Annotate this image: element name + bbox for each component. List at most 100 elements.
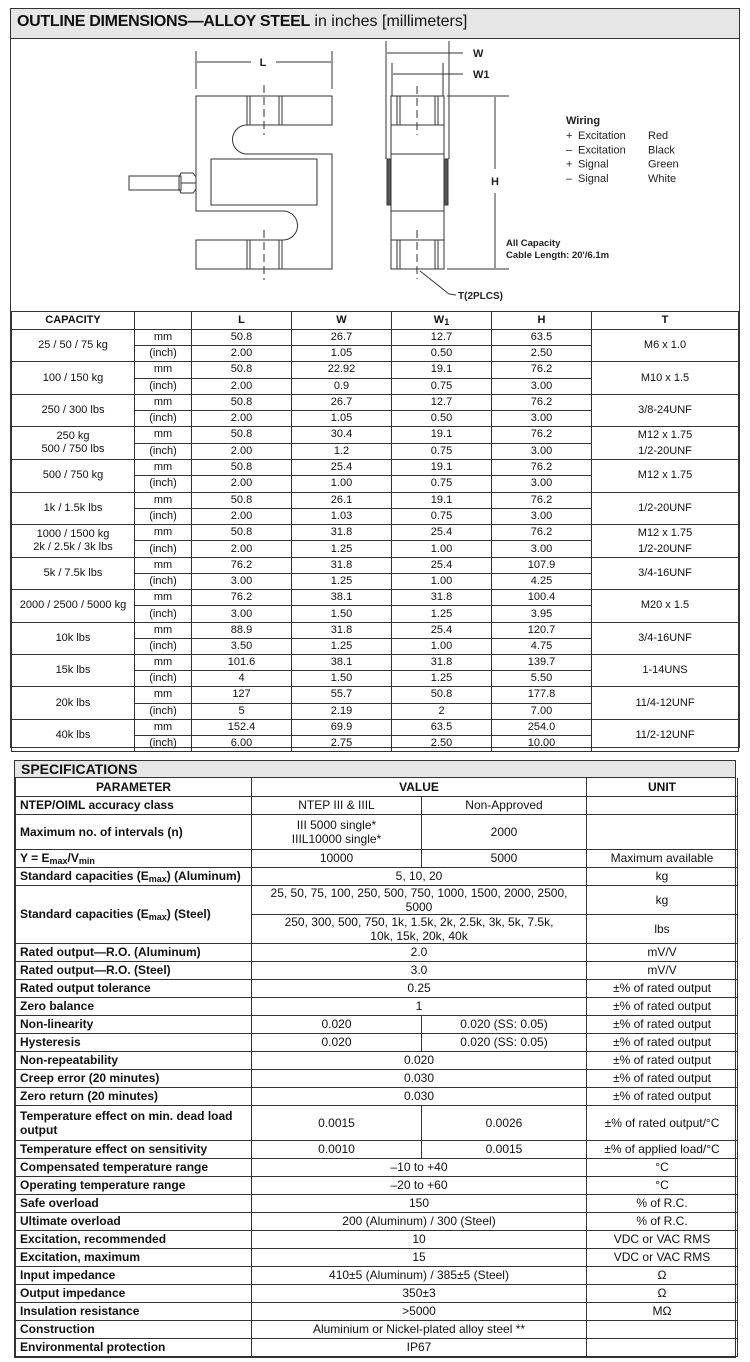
wire-color: White: [648, 173, 676, 185]
param-text: Non-linearity: [20, 1017, 94, 1031]
dimension-value: 0.50: [391, 409, 492, 428]
spec-value: Non-Approved: [421, 795, 587, 815]
dimension-value: 12.7: [391, 393, 492, 411]
dimension-row-inch: (inch) 2.00 1.05 0.50 2.50: [12, 345, 739, 363]
dimension-value: 1.50: [291, 605, 392, 623]
wire-sign: +: [566, 130, 572, 142]
dimension-row-inch: (inch) 2.00 1.25 1.00 3.00: [12, 540, 739, 558]
text-line: 10k, 15k, 20k, 40k: [370, 928, 468, 943]
spec-value: 410±5 (Aluminum) / 385±5 (Steel): [251, 1265, 587, 1285]
spec-row: NTEP/OIML accuracy class NTEP III & IIIL N…: [15, 795, 738, 815]
dimension-value: 30.4: [291, 426, 392, 444]
capacity-cell: 20k lbs: [11, 686, 135, 720]
dimension-L: L: [195, 51, 333, 89]
dimension-value: 31.8: [291, 523, 392, 542]
spec-row: Maximum no. of intervals (n) III 5000 sin…: [15, 813, 738, 850]
text-line: 100 / 150 kg: [42, 371, 104, 384]
header-W1-sub: 1: [444, 317, 450, 327]
spec-unit: °C: [586, 1175, 738, 1195]
text-line: 2k / 2.5k / 3k lbs: [33, 540, 113, 553]
unit-cell: mm: [134, 459, 192, 477]
dimension-value: 101.6: [191, 653, 292, 672]
param-text: Excitation, maximum: [20, 1250, 141, 1264]
spec-unit: % of R.C.: [586, 1193, 738, 1213]
param-text: Temperature effect on min. dead load out…: [20, 1108, 233, 1137]
param-text: Construction: [20, 1322, 95, 1336]
specifications-section: SPECIFICATIONS PARAMETER VALUE UNIT NTEP…: [14, 760, 738, 1358]
dimension-value: 26.7: [291, 393, 392, 411]
dimension-value: 25.4: [391, 556, 492, 575]
spec-unit: [586, 795, 738, 815]
text-line: 500 / 750 lbs: [41, 443, 105, 456]
dimension-W: W: [385, 41, 484, 159]
spec-value: 0.0026: [421, 1104, 587, 1141]
spec-unit: ±% of rated output: [586, 1086, 738, 1106]
dimension-value: 22.92: [291, 361, 392, 379]
spec-row: Rated output tolerance 0.25 ±% of rated ou…: [15, 978, 738, 998]
dimension-value: 3.00: [191, 573, 292, 591]
dimension-value: 76.2: [191, 556, 292, 575]
dimension-value: 76.2: [491, 393, 592, 411]
dimension-value: 1.2: [291, 442, 392, 461]
spec-unit: Ω: [586, 1265, 738, 1285]
param-text: Hysteresis: [20, 1035, 81, 1049]
spec-row: Operating temperature range –20 to +60 °C: [15, 1175, 738, 1195]
dimension-value: 5: [191, 702, 292, 720]
spec-row: Non-repeatability 0.020 ±% of rated output: [15, 1050, 738, 1070]
dimension-value: 0.75: [391, 507, 492, 525]
dimension-value: 50.8: [191, 523, 292, 542]
outline-drawing: L W W1 H: [128, 41, 679, 302]
spec-value: 10: [251, 1229, 587, 1249]
dimension-value: 3.00: [491, 475, 592, 493]
spec-row: Standard capacities (Emax) (Steel) 25, 50…: [15, 884, 738, 944]
text-line: 1000 / 1500 kg: [36, 527, 110, 540]
wiring-title: Wiring: [566, 115, 600, 127]
spec-parameter: Insulation resistance: [15, 1301, 252, 1321]
unit-cell: mm: [134, 718, 192, 736]
spec-parameter: Rated output—R.O. (Aluminum): [15, 942, 252, 962]
dimension-value: 25.4: [391, 523, 492, 542]
dimension-value: 76.2: [491, 523, 592, 542]
thread-cell: M6 x 1.0: [591, 328, 739, 363]
spec-row: Safe overload 150% of R.C.: [15, 1193, 738, 1213]
specifications-title: SPECIFICATIONS: [15, 761, 735, 778]
spec-parameter: Excitation, maximum: [15, 1247, 252, 1267]
unit-cell: (inch): [134, 442, 192, 461]
spec-unit: kg: [586, 884, 738, 915]
header-W1: W1: [391, 311, 492, 330]
spec-parameter: Safe overload: [15, 1193, 252, 1213]
dimension-value: 2.00: [191, 475, 292, 493]
spec-unit: ±% of rated output: [586, 1032, 738, 1052]
unit-cell: mm: [134, 556, 192, 575]
spec-parameter: Zero balance: [15, 996, 252, 1016]
dimension-value: 38.1: [291, 589, 392, 607]
text-line: M10 x 1.5: [640, 371, 690, 384]
capacity-cell: 5k / 7.5k lbs: [11, 556, 135, 591]
dimension-value: 26.7: [291, 328, 392, 347]
dimension-value: 88.9: [191, 621, 292, 639]
spec-row: Output impedance 350±3 Ω: [15, 1283, 738, 1303]
text-line: 3/8-24UNF: [638, 403, 692, 416]
dimension-value: 2.19: [291, 702, 392, 720]
dimension-value: 3.00: [491, 377, 592, 395]
param-text: Standard capacities (E: [20, 907, 149, 921]
param-text: NTEP/OIML accuracy class: [20, 798, 174, 812]
param-text: Y = E: [20, 851, 50, 865]
param-text: Rated output tolerance: [20, 981, 151, 995]
dimension-value: 127: [191, 686, 292, 704]
label-H: H: [491, 176, 499, 188]
spec-row: Rated output—R.O. (Steel) 3.0 mV/V: [15, 960, 738, 980]
unit-cell: (inch): [134, 345, 192, 363]
dimension-value: 19.1: [391, 361, 492, 379]
dimensions-table: CAPACITY L W W1 H T 25 / 50 / 75 kg mm 50.…: [11, 311, 739, 753]
load-cell-front-view: [128, 85, 333, 280]
text-line: 40k lbs: [55, 728, 91, 741]
spec-unit: °C: [586, 1157, 738, 1177]
spec-parameter: Compensated temperature range: [15, 1157, 252, 1177]
spec-unit: [586, 1337, 738, 1357]
dimension-value: 0.75: [391, 377, 492, 395]
spec-row: Zero return (20 minutes) 0.030 ±% of rated…: [15, 1086, 738, 1106]
param-text: Creep error (20 minutes): [20, 1071, 160, 1085]
dimension-value: 120.7: [491, 621, 592, 639]
spec-parameter: Maximum no. of intervals (n): [15, 813, 252, 850]
